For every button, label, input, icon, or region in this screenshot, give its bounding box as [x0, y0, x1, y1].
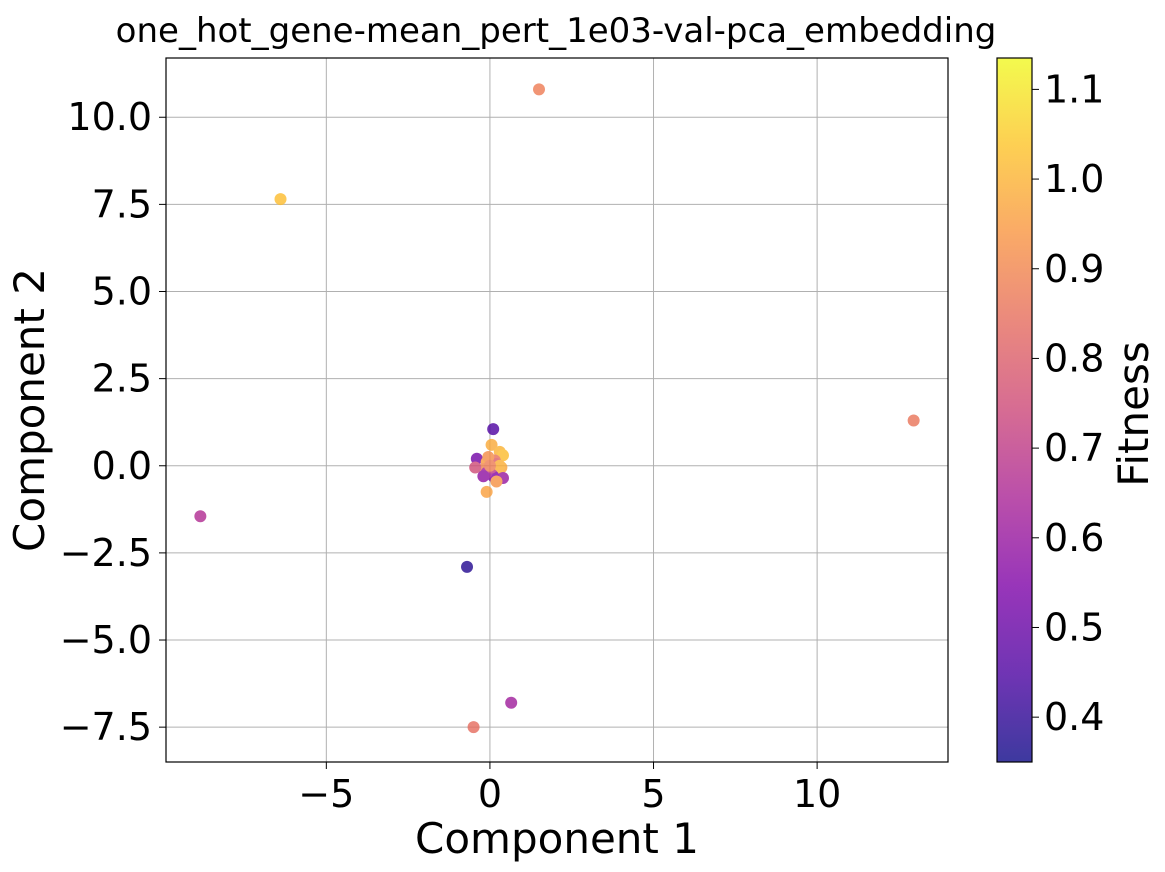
- y-tick-label: 5.0: [92, 270, 152, 314]
- colorbar-tick-label: 0.7: [1044, 426, 1104, 470]
- data-point: [490, 475, 503, 488]
- colorbar-tick-label: 1.1: [1044, 67, 1104, 111]
- data-point: [493, 459, 506, 472]
- colorbar-tick-label: 1.0: [1044, 157, 1104, 201]
- data-point: [485, 438, 498, 451]
- y-tick-label: −7.5: [60, 705, 152, 749]
- data-point: [483, 459, 496, 472]
- chart-title: one_hot_gene-mean_pert_1e03-val-pca_embe…: [116, 11, 997, 51]
- x-tick-label: 5: [641, 772, 665, 816]
- data-point: [533, 83, 546, 96]
- colorbar-label: Fitness: [1109, 341, 1158, 486]
- grid-lines: [166, 58, 948, 762]
- data-points: [194, 83, 920, 734]
- y-tick-label: 10.0: [67, 95, 152, 139]
- y-tick-label: 7.5: [92, 182, 152, 226]
- data-point: [274, 193, 287, 206]
- data-point: [487, 423, 500, 436]
- data-point: [467, 721, 480, 734]
- data-point: [505, 696, 518, 709]
- colorbar-tick-label: 0.4: [1044, 695, 1104, 739]
- x-tick-label: 10: [793, 772, 841, 816]
- data-point: [477, 470, 490, 483]
- data-point: [461, 560, 474, 573]
- colorbar-tick-label: 0.5: [1044, 605, 1104, 649]
- colorbar-tick-label: 0.6: [1044, 516, 1104, 560]
- x-axis-label: Component 1: [415, 814, 699, 863]
- x-axis-ticks: −5 0 5 10: [298, 762, 841, 816]
- x-tick-label: −5: [298, 772, 354, 816]
- data-point: [907, 414, 920, 427]
- y-axis-ticks: −7.5 −5.0 −2.5 0.0 2.5 5.0 7.5 10.0: [60, 95, 166, 749]
- plot-frame: [165, 57, 949, 763]
- y-tick-label: 2.5: [92, 357, 152, 401]
- colorbar-tick-label: 0.9: [1044, 247, 1104, 291]
- colorbar-tick-label: 0.8: [1044, 336, 1104, 380]
- data-point: [469, 461, 482, 474]
- y-axis-label: Component 2: [5, 268, 54, 552]
- colorbar-ticks: 0.4 0.5 0.6 0.7 0.8 0.9 1.0 1.1: [1032, 67, 1104, 739]
- y-tick-label: 0.0: [92, 444, 152, 488]
- x-tick-label: 0: [478, 772, 502, 816]
- colorbar: [997, 58, 1032, 762]
- data-point: [194, 510, 207, 523]
- colorbar-frame: [996, 57, 1033, 763]
- y-tick-label: −5.0: [60, 618, 152, 662]
- data-point: [480, 485, 493, 498]
- y-tick-label: −2.5: [60, 531, 152, 575]
